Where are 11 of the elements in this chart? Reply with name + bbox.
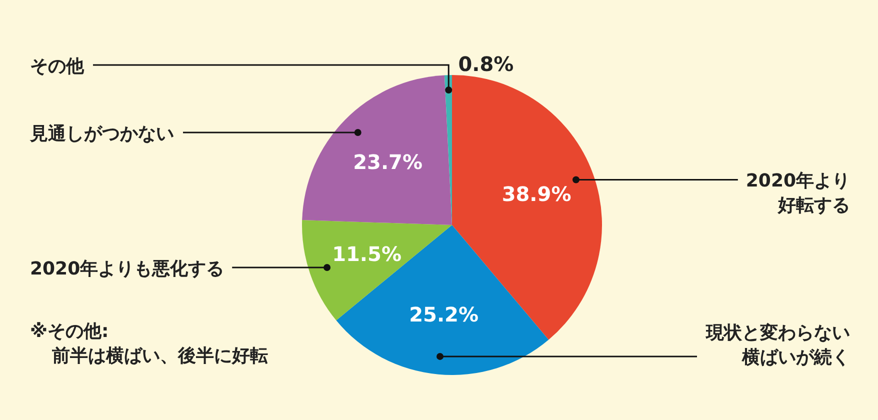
slice-label: 見通しがつかない	[29, 123, 174, 144]
data-label: 38.9%	[502, 182, 572, 206]
text: ※その他: 前半は横ばい、後半に好転	[30, 321, 268, 366]
data-label: 23.7%	[353, 150, 423, 174]
slice-label: 2020年よりも悪化する	[30, 258, 224, 280]
slice-label: 2020年より好転する	[746, 170, 850, 216]
data-label: 25.2%	[409, 302, 479, 327]
slice-label: 現状と変わらない横ばいが続く	[705, 322, 850, 368]
data-label: 0.8%	[458, 52, 514, 76]
slice-label: その他	[30, 56, 85, 77]
data-label: 11.5%	[332, 242, 402, 266]
